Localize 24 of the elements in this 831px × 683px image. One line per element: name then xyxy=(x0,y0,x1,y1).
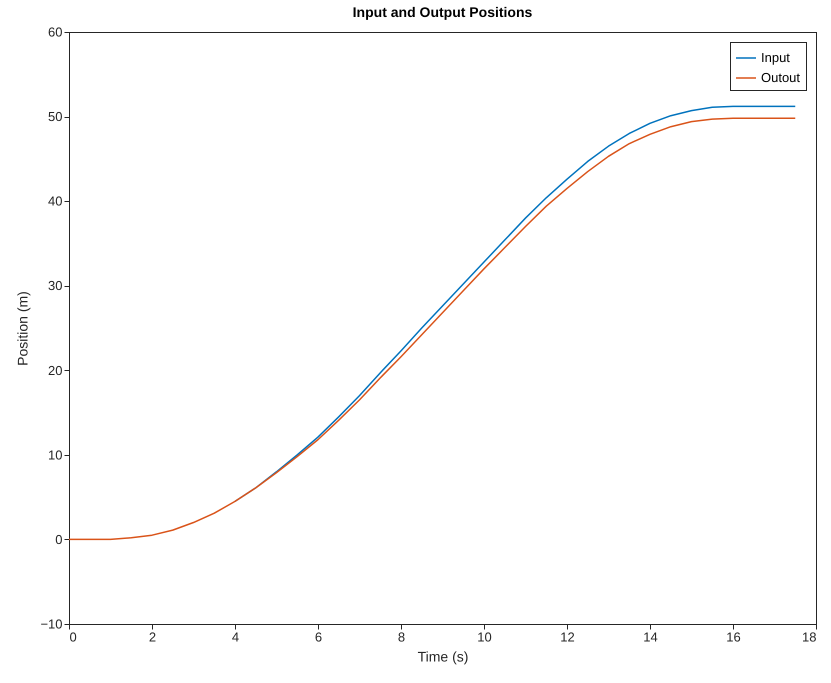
line-series xyxy=(68,118,796,540)
x-tick-label: 12 xyxy=(560,630,575,644)
y-tick-label: 40 xyxy=(48,194,62,209)
x-tick-label: 18 xyxy=(802,630,816,644)
y-tick-label: 30 xyxy=(48,278,62,294)
x-tick-label: 16 xyxy=(726,630,741,644)
y-tick-label: 20 xyxy=(48,362,62,378)
y-tick-label: −10 xyxy=(40,616,62,632)
y-tick-label: 50 xyxy=(48,109,62,124)
chart-title: Input and Output Positions xyxy=(352,4,533,20)
x-tick-label: 2 xyxy=(148,630,156,644)
x-axis-title: Time (s) xyxy=(418,648,468,664)
y-tick-label: 0 xyxy=(55,532,62,547)
y-tick-label: 10 xyxy=(48,447,62,462)
x-tick-label: 4 xyxy=(232,630,240,644)
x-tick-label: 0 xyxy=(70,630,77,644)
x-tick-label: 14 xyxy=(643,630,658,644)
y-tick-label: 60 xyxy=(48,24,62,40)
y-axis-title: Position (m) xyxy=(14,291,30,366)
legend-label: Input xyxy=(761,50,790,65)
x-tick-label: 8 xyxy=(398,630,406,644)
x-tick-label: 10 xyxy=(477,630,492,644)
legend-label: Outout xyxy=(761,70,800,85)
x-tick-label: 6 xyxy=(314,630,322,644)
